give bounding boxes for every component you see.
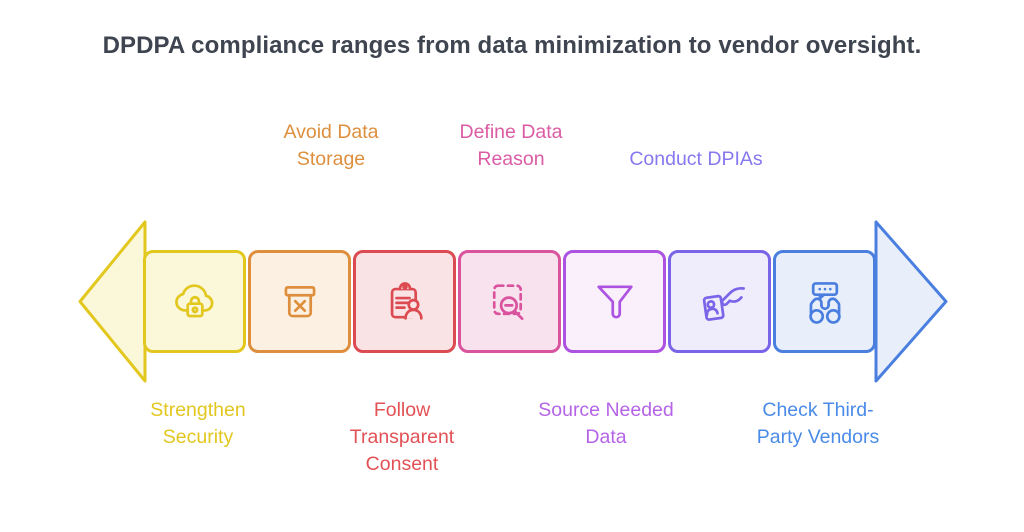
archive-box-x-icon bbox=[284, 285, 315, 317]
step-box-source-needed-data bbox=[563, 250, 666, 353]
scan-search-icon bbox=[492, 283, 523, 320]
step-box-conduct-dpias bbox=[668, 250, 771, 353]
step-label-conduct-dpias: Conduct DPIAs bbox=[629, 148, 763, 170]
clipboard-consent-icon bbox=[390, 281, 423, 320]
step-label-source-needed-data: Source Needed Data bbox=[538, 399, 674, 448]
funnel-icon bbox=[596, 284, 633, 319]
binoculars-icon bbox=[808, 281, 841, 324]
step-label-define-data-reason: Define Data Reason bbox=[459, 121, 563, 170]
step-label-check-third-party-vendors: Check Third- Party Vendors bbox=[756, 399, 880, 448]
step-box-check-third-party-vendors bbox=[773, 250, 876, 353]
page-title: DPDPA compliance ranges from data minimi… bbox=[102, 32, 922, 59]
step-box-strengthen-security bbox=[143, 250, 246, 353]
step-label-follow-transparent-consent: Follow Transparent Consent bbox=[349, 399, 455, 475]
step-label-strengthen-security: Strengthen Security bbox=[150, 399, 246, 448]
step-box-define-data-reason bbox=[458, 250, 561, 353]
step-box-avoid-data-storage bbox=[248, 250, 351, 353]
id-card-hand-icon bbox=[702, 286, 745, 321]
step-box-follow-transparent-consent bbox=[353, 250, 456, 353]
right-arrowhead bbox=[874, 220, 948, 383]
left-arrowhead bbox=[78, 220, 147, 383]
cloud-lock-icon bbox=[174, 283, 213, 317]
step-label-avoid-data-storage: Avoid Data Storage bbox=[283, 121, 379, 170]
